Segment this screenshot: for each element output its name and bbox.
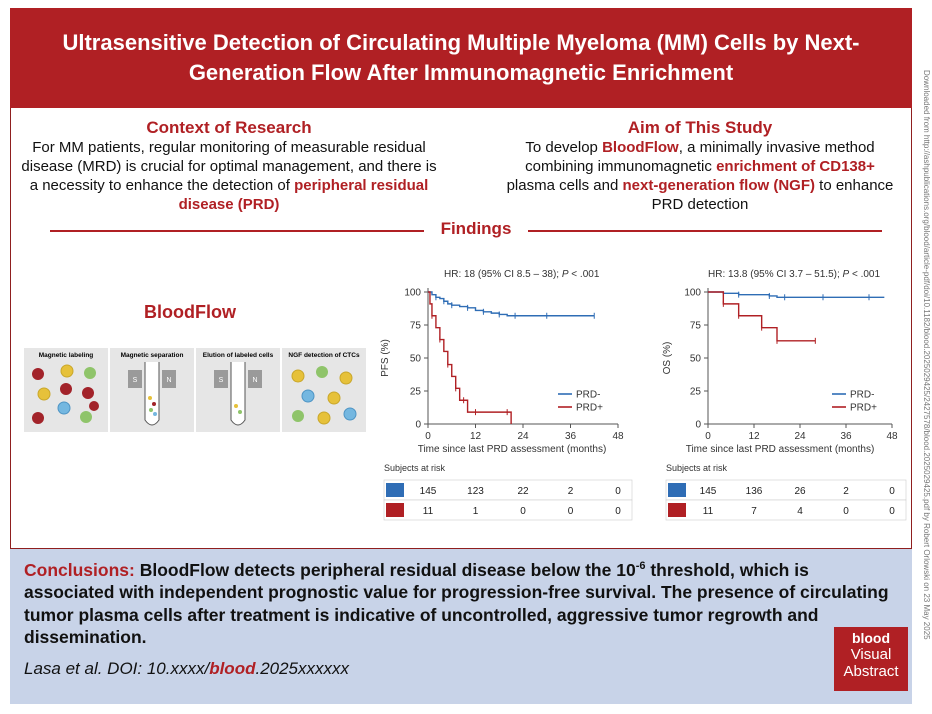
risk-swatch xyxy=(668,483,686,497)
x-tick-label: 36 xyxy=(840,431,852,442)
aim-title: Aim of This Study xyxy=(627,118,773,137)
download-note: Downloaded from http://ashpublications.o… xyxy=(922,70,931,640)
pfs-risk-label: Subjects at risk xyxy=(384,463,446,473)
risk-value: 145 xyxy=(700,486,717,497)
y-tick-label: 75 xyxy=(690,321,702,332)
step-magnetic-separation: Magnetic separation S N xyxy=(110,348,194,432)
risk-value: 11 xyxy=(423,506,434,517)
citation: Lasa et al. DOI: 10.xxxx/blood.2025xxxxx… xyxy=(24,659,350,678)
svg-text:N: N xyxy=(166,377,171,384)
series-line-prd-neg xyxy=(428,291,595,317)
y-tick-label: 50 xyxy=(690,354,702,365)
risk-value: 0 xyxy=(889,506,895,517)
y-tick-label: 100 xyxy=(684,288,701,299)
svg-text:S: S xyxy=(133,377,138,384)
series-line-prd-neg xyxy=(708,291,885,298)
x-tick-label: 48 xyxy=(612,431,624,442)
step-label-1: Magnetic labeling xyxy=(39,352,94,359)
legend-label: PRD+ xyxy=(850,403,877,414)
risk-value: 0 xyxy=(843,506,849,517)
header-banner: Ultrasensitive Detection of Circulating … xyxy=(10,8,912,108)
bloodflow-workflow: Magnetic labeling Magnetic separation S … xyxy=(24,348,366,432)
pfs-y-label: PFS (%) xyxy=(380,339,391,377)
risk-value: 22 xyxy=(517,486,529,497)
legend-label: PRD- xyxy=(576,390,600,401)
pfs-x-label: Time since last PRD assessment (months) xyxy=(418,444,607,455)
x-tick-label: 36 xyxy=(565,431,577,442)
context-text: For MM patients, regular monitoring of m… xyxy=(21,139,437,213)
risk-value: 0 xyxy=(889,486,895,497)
conclusions-box: Conclusions: BloodFlow detects periphera… xyxy=(10,548,912,704)
x-tick-label: 24 xyxy=(794,431,806,442)
risk-value: 7 xyxy=(751,506,757,517)
risk-value: 0 xyxy=(615,486,621,497)
y-tick-label: 75 xyxy=(410,321,422,332)
os-hr-text: HR: 13.8 (95% CI 3.7 – 51.5); P < .001 xyxy=(708,269,880,280)
context-section: Context of Research For MM patients, reg… xyxy=(20,118,438,214)
os-chart: HR: 13.8 (95% CI 3.7 – 51.5); P < .001 O… xyxy=(662,269,907,521)
pfs-chart: HR: 18 (95% CI 8.5 – 38); P < .001 PFS (… xyxy=(380,269,633,521)
x-tick-label: 24 xyxy=(517,431,529,442)
step-label-2: Magnetic separation xyxy=(121,352,184,359)
y-tick-label: 0 xyxy=(415,420,421,431)
os-risk-label: Subjects at risk xyxy=(666,463,728,473)
legend-label: PRD- xyxy=(850,390,874,401)
findings-divider-right xyxy=(528,230,882,232)
step-label-3: Elution of labeled cells xyxy=(203,352,274,359)
risk-value: 136 xyxy=(746,486,763,497)
risk-value: 0 xyxy=(615,506,621,517)
blood-visual-abstract-logo: blood Visual Abstract xyxy=(834,627,908,691)
x-tick-label: 12 xyxy=(470,431,482,442)
pfs-hr-text: HR: 18 (95% CI 8.5 – 38); P < .001 xyxy=(444,269,600,280)
risk-value: 123 xyxy=(467,486,484,497)
legend-label: PRD+ xyxy=(576,403,603,414)
y-tick-label: 100 xyxy=(404,288,421,299)
page-title: Ultrasensitive Detection of Circulating … xyxy=(62,30,860,85)
risk-value: 4 xyxy=(797,506,803,517)
y-tick-label: 25 xyxy=(690,387,702,398)
series-line-prd-pos xyxy=(708,291,816,342)
aim-section: Aim of This Study To develop BloodFlow, … xyxy=(500,118,900,214)
risk-value: 2 xyxy=(568,486,574,497)
series-line-prd-pos xyxy=(428,291,512,424)
risk-swatch xyxy=(386,503,404,517)
step-magnetic-labeling: Magnetic labeling xyxy=(24,348,108,432)
step-elution: Elution of labeled cells S N xyxy=(196,348,280,432)
risk-value: 0 xyxy=(520,506,526,517)
risk-value: 11 xyxy=(703,506,714,517)
bloodflow-title: BloodFlow xyxy=(144,302,236,322)
y-tick-label: 25 xyxy=(410,387,422,398)
risk-value: 26 xyxy=(794,486,806,497)
os-x-label: Time since last PRD assessment (months) xyxy=(686,444,875,455)
x-tick-label: 48 xyxy=(886,431,898,442)
x-tick-label: 0 xyxy=(705,431,711,442)
risk-value: 1 xyxy=(473,506,479,517)
x-tick-label: 0 xyxy=(425,431,431,442)
risk-value: 145 xyxy=(420,486,437,497)
y-tick-label: 0 xyxy=(695,420,701,431)
step-ngf-detection: NGF detection of CTCs xyxy=(282,348,366,432)
risk-swatch xyxy=(386,483,404,497)
risk-value: 0 xyxy=(568,506,574,517)
y-tick-label: 50 xyxy=(410,354,422,365)
aim-text: To develop BloodFlow, a minimally invasi… xyxy=(506,139,894,213)
context-title: Context of Research xyxy=(146,118,312,137)
os-y-label: OS (%) xyxy=(662,342,673,375)
conclusions-text: Conclusions: BloodFlow detects periphera… xyxy=(24,559,889,648)
risk-row xyxy=(383,499,633,521)
svg-text:N: N xyxy=(252,377,257,384)
svg-text:S: S xyxy=(219,377,224,384)
risk-swatch xyxy=(668,503,686,517)
x-tick-label: 12 xyxy=(748,431,760,442)
risk-value: 2 xyxy=(843,486,849,497)
findings-divider-left xyxy=(50,230,424,232)
findings-label: Findings xyxy=(440,219,512,238)
step-label-4: NGF detection of CTCs xyxy=(288,352,360,359)
risk-row xyxy=(665,499,907,521)
